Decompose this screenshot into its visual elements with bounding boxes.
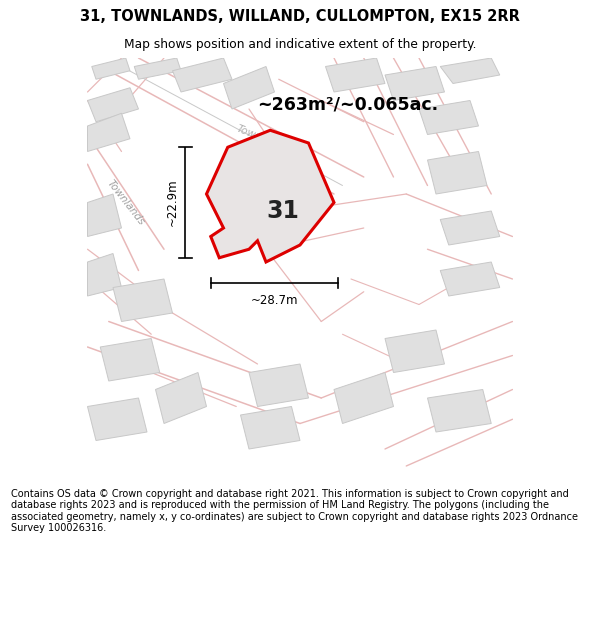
- Polygon shape: [88, 398, 147, 441]
- Text: 31, TOWNLANDS, WILLAND, CULLOMPTON, EX15 2RR: 31, TOWNLANDS, WILLAND, CULLOMPTON, EX15…: [80, 9, 520, 24]
- Polygon shape: [440, 262, 500, 296]
- Text: Townlands: Townlands: [105, 178, 146, 227]
- Polygon shape: [325, 58, 385, 92]
- Polygon shape: [134, 58, 181, 79]
- Polygon shape: [440, 58, 500, 84]
- Polygon shape: [88, 194, 121, 236]
- Polygon shape: [249, 364, 308, 406]
- Text: 31: 31: [266, 199, 299, 223]
- Text: ~263m²/~0.065ac.: ~263m²/~0.065ac.: [257, 96, 439, 114]
- Polygon shape: [88, 88, 139, 122]
- Polygon shape: [427, 151, 487, 194]
- Polygon shape: [88, 254, 121, 296]
- Polygon shape: [223, 66, 275, 109]
- Text: ~28.7m: ~28.7m: [251, 294, 298, 307]
- Polygon shape: [206, 130, 334, 262]
- Text: Townlands: Townlands: [235, 124, 289, 154]
- Polygon shape: [100, 339, 160, 381]
- Text: Map shows position and indicative extent of the property.: Map shows position and indicative extent…: [124, 38, 476, 51]
- Polygon shape: [334, 372, 394, 424]
- Polygon shape: [385, 66, 445, 101]
- Polygon shape: [173, 58, 232, 92]
- Polygon shape: [419, 101, 479, 134]
- Polygon shape: [385, 330, 445, 372]
- Polygon shape: [155, 372, 206, 424]
- Polygon shape: [427, 389, 491, 432]
- Polygon shape: [241, 406, 300, 449]
- Polygon shape: [88, 113, 130, 151]
- Polygon shape: [92, 58, 130, 79]
- Polygon shape: [440, 211, 500, 245]
- Polygon shape: [113, 279, 173, 321]
- Text: Contains OS data © Crown copyright and database right 2021. This information is : Contains OS data © Crown copyright and d…: [11, 489, 578, 534]
- Text: ~22.9m: ~22.9m: [166, 179, 179, 226]
